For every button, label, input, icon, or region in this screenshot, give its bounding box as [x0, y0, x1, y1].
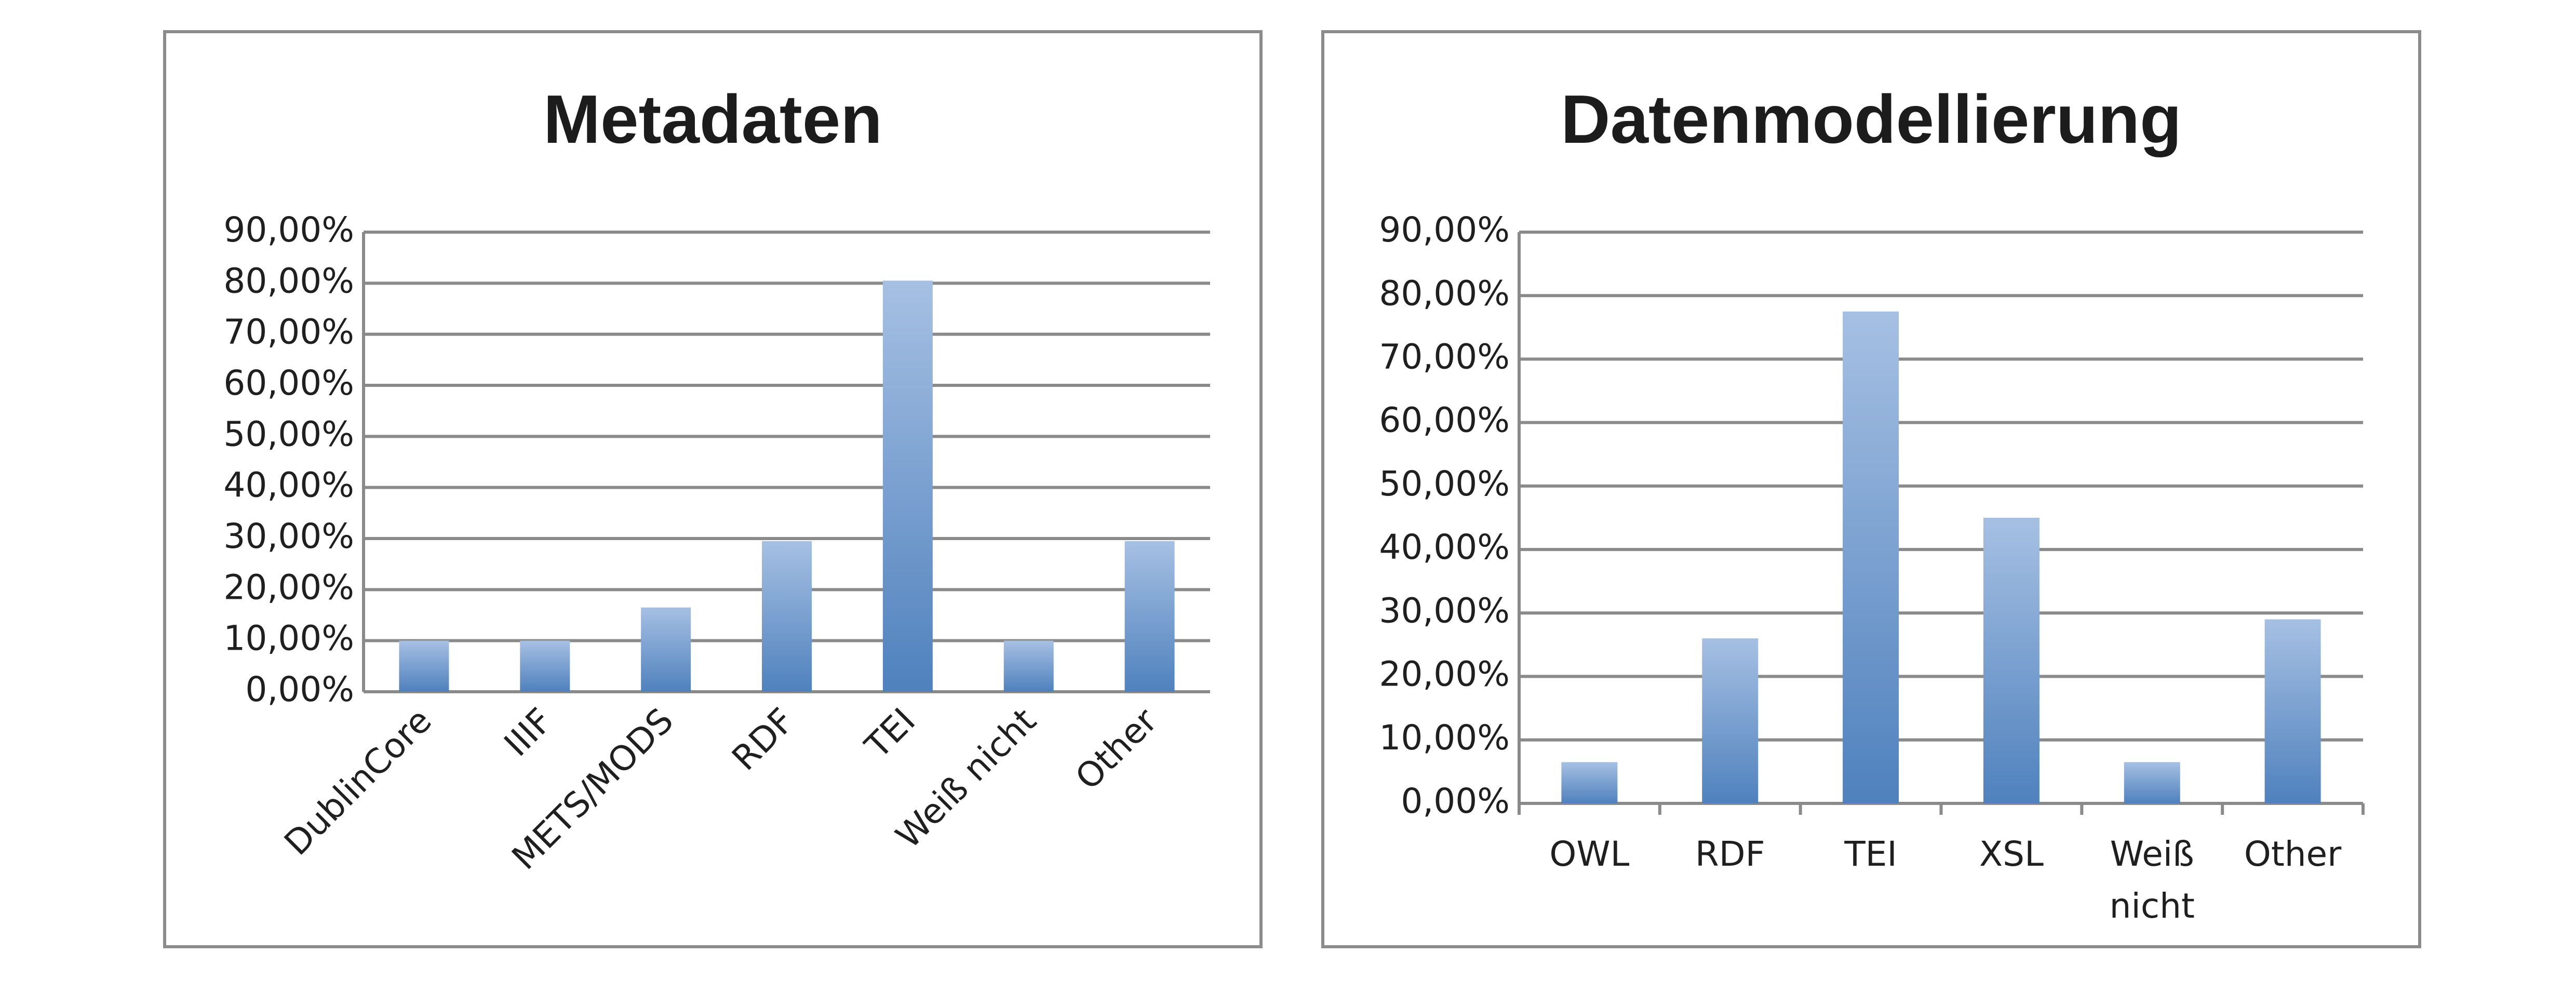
- y-tick-label: 80,00%: [1379, 273, 1510, 313]
- chart-panel-metadaten: Metadaten 0,00% 10,00% 20,00% 30,00% 40,00% 5…: [163, 30, 1263, 948]
- category-label: TEI: [857, 701, 923, 767]
- bar: [1843, 311, 1899, 803]
- category-label: TEI: [1844, 834, 1897, 874]
- bar: [882, 280, 933, 692]
- category-label: XSL: [1979, 834, 2044, 874]
- y-tick-label: 40,00%: [1379, 527, 1510, 567]
- bar: [1702, 638, 1759, 803]
- y-tick-label: 20,00%: [1379, 654, 1510, 694]
- category-label: Other: [2244, 834, 2342, 874]
- y-tick-label: 20,00%: [223, 567, 354, 607]
- y-tick-label: 10,00%: [1379, 718, 1510, 758]
- y-tick-label: 50,00%: [223, 414, 354, 454]
- category-label: RDF: [1695, 834, 1765, 874]
- category-label: OWL: [1549, 834, 1629, 874]
- bar: [1561, 762, 1618, 803]
- y-tick-label: 90,00%: [1379, 210, 1510, 250]
- y-tick-label: 60,00%: [1379, 400, 1510, 440]
- bar: [1124, 541, 1175, 692]
- category-label: DublinCore: [277, 701, 439, 863]
- category-label: RDF: [725, 701, 802, 778]
- bar: [2264, 619, 2321, 803]
- category-label: Other: [1068, 700, 1165, 798]
- bar: [762, 541, 812, 692]
- chart-title: Metadaten: [543, 81, 882, 157]
- chart-title: Datenmodellierung: [1561, 81, 2182, 157]
- y-tick-label: 80,00%: [223, 261, 354, 301]
- y-tick-label: 90,00%: [223, 210, 354, 250]
- y-tick-label: 40,00%: [223, 465, 354, 505]
- y-tick-label: 70,00%: [1379, 337, 1510, 377]
- y-tick-label: 10,00%: [223, 619, 354, 659]
- bar: [520, 640, 570, 692]
- y-tick-label: 0,00%: [245, 669, 354, 709]
- y-tick-label: 0,00%: [1401, 781, 1510, 821]
- category-label: IIIF: [497, 701, 560, 764]
- bar: [641, 607, 691, 692]
- bar: [1983, 518, 2040, 803]
- y-tick-label: 30,00%: [1379, 590, 1510, 630]
- category-label: Weiß nicht: [2110, 834, 2195, 926]
- bar-chart-metadaten: 0,00% 10,00% 20,00% 30,00% 40,00% 50,00% 60,00…: [223, 210, 1210, 877]
- bar-chart-datenmodellierung: 0,00% 10,00% 20,00% 30,00% 40,00% 50,00% 60,00…: [1379, 210, 2365, 926]
- chart-panel-datenmodellierung: Datenmodellierung 0,00% 10,00% 20,00% 30,00…: [1321, 30, 2421, 948]
- bar: [1003, 640, 1054, 692]
- bar: [2124, 762, 2180, 803]
- bar: [399, 640, 449, 692]
- y-tick-label: 70,00%: [223, 312, 354, 352]
- y-tick-label: 60,00%: [223, 363, 354, 403]
- y-tick-label: 50,00%: [1379, 464, 1510, 504]
- y-tick-label: 30,00%: [223, 516, 354, 556]
